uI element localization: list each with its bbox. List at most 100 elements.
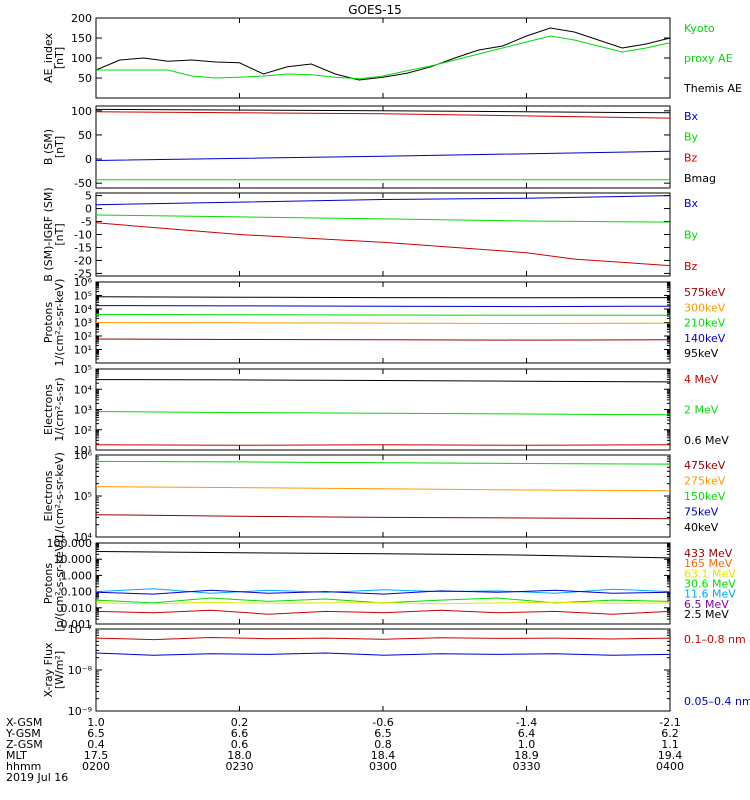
x-row-label: Y-GSM — [5, 727, 41, 740]
x-row-value: 0230 — [226, 760, 254, 773]
y-tick-label: 10⁴ — [74, 303, 93, 316]
x-row-label: MLT — [6, 749, 27, 762]
legend-entry: By — [684, 229, 699, 242]
y-axis-label: Electrons — [42, 384, 55, 435]
x-row-value: -2.1 — [659, 716, 680, 729]
y-tick-label: 0.001 — [61, 618, 93, 631]
x-row-value: 1.0 — [518, 738, 536, 751]
legend-entry: Bmag — [684, 172, 716, 185]
legend-entry: 0.6 MeV — [684, 434, 729, 447]
series-line-red — [95, 609, 671, 615]
y-tick-label: 50 — [78, 72, 92, 85]
legend-entry: 2.5 MeV — [684, 608, 729, 621]
x-row-value: 6.6 — [231, 727, 249, 740]
legend-entry: 150keV — [684, 490, 726, 503]
legend-entry: By — [684, 131, 699, 144]
panel-frame — [95, 454, 671, 538]
y-axis-label: AE_index — [42, 32, 55, 83]
y-tick-label: 10⁴ — [74, 531, 93, 544]
y-tick-label: 0 — [85, 153, 92, 166]
legend-entry: 210keV — [684, 317, 726, 330]
legend-entry: 30.6 MeV — [684, 578, 736, 591]
series-line-150 — [95, 460, 671, 465]
series-line-yellow — [95, 601, 671, 605]
x-row-value: 0.6 — [231, 738, 249, 751]
legend-entry: 300keV — [684, 301, 726, 314]
x-axis-table: X-GSM 1.0 0.2 -0.6 -1.4 -2.1 Y-GSM 6.5 6.6 6.5 6.4… — [5, 716, 684, 784]
x-row-value: 1.0 — [87, 716, 105, 729]
y-axis-label: B (SM) — [42, 129, 55, 165]
legend-entry: 140keV — [684, 332, 726, 345]
y-tick-label: 10⁻⁸ — [68, 664, 93, 677]
x-row-value: 18.9 — [514, 749, 539, 762]
y-tick-label: 10¹ — [74, 344, 92, 357]
legend-entry: 40keV — [684, 521, 719, 534]
y-tick-label: 10³ — [74, 317, 92, 330]
y-tick-label: -25 — [74, 267, 92, 280]
x-row-value: 6.4 — [518, 727, 536, 740]
y-tick-label: 10⁴ — [74, 383, 93, 396]
y-tick-label: 10¹ — [74, 444, 92, 457]
x-row-label: Z-GSM — [6, 738, 43, 751]
legend-entry: 275keV — [684, 475, 726, 488]
x-row-value: 18.4 — [371, 749, 396, 762]
x-row-value: 0.4 — [87, 738, 105, 751]
legend-entry: 165 MeV — [684, 557, 733, 570]
y-tick-label: -20 — [74, 254, 92, 267]
y-axis-label: [nT] — [53, 136, 66, 158]
y-tick-label: 150 — [71, 32, 92, 45]
series-line-bz — [95, 111, 671, 119]
y-tick-label: 100.000 — [47, 537, 93, 550]
y-axis-label: 1/(cm²-s-sr) — [53, 377, 66, 441]
panel-xray: 10⁻⁹ 10⁻⁸ 10⁻⁷ X-ray Flux[W/m²] 0.1–0.8 nm 0.… — [42, 623, 750, 718]
y-tick-label: 0 — [85, 203, 92, 216]
y-axis-label: 1/(cm²-s-sr-keV) — [53, 452, 66, 540]
y-tick-label: 10⁶ — [74, 449, 93, 462]
x-row-value: -0.6 — [372, 716, 393, 729]
y-tick-label: 10⁻⁷ — [68, 623, 92, 636]
x-row-value: 0300 — [369, 760, 397, 773]
series-line-475 — [95, 514, 671, 520]
legend-entry: 433 MeV — [684, 547, 733, 560]
x-row-value: 0.8 — [374, 738, 392, 751]
y-tick-label: -10 — [74, 229, 92, 242]
y-tick-label: 50 — [78, 129, 92, 142]
y-axis-label: Protons — [42, 302, 55, 343]
panel-bigrf: -25-20-15-10-505 B (SM)-IGRF (SM)[nT] Bx By… — [42, 187, 699, 281]
y-tick-label: 10⁵ — [74, 363, 92, 376]
x-row-value: 17.5 — [84, 749, 109, 762]
y-tick-label: 5 — [85, 190, 92, 203]
x-row-label: hhmm — [6, 760, 41, 773]
x-row-value: 1.1 — [661, 738, 679, 751]
legend-entry: 4 MeV — [684, 373, 719, 386]
series-line-by — [95, 214, 671, 223]
panel-frame — [95, 17, 671, 99]
x-row-value: 0330 — [513, 760, 541, 773]
y-tick-label: 10⁶ — [74, 276, 93, 289]
y-tick-label: 200 — [71, 12, 92, 25]
legend-entry: 2 MeV — [684, 404, 719, 417]
y-tick-label: -5 — [81, 216, 92, 229]
y-tick-label: 10⁵ — [74, 490, 92, 503]
y-tick-label: 10.000 — [54, 553, 93, 566]
panel-ae: 50 100 150 200 AE_index[nT] Kyoto proxy AE Them… — [42, 12, 742, 99]
legend-entry: Themis AE — [683, 82, 742, 95]
series-line-575 — [95, 338, 671, 341]
y-axis-label: [p/(cm²-s-sr-keV)] — [53, 535, 66, 632]
series-line-300 — [95, 322, 671, 325]
legend-entry: 95keV — [684, 347, 719, 360]
legend-entry: 6.5 MeV — [684, 598, 729, 611]
series-line-433 — [95, 551, 671, 559]
x-row-value: 6.5 — [87, 727, 105, 740]
panel-frame — [95, 192, 671, 277]
series-line-bmag — [95, 108, 671, 114]
y-axis-label: Electrons — [42, 470, 55, 521]
y-tick-label: 1.000 — [61, 569, 93, 582]
y-tick-label: 10² — [74, 424, 92, 437]
series-line-06 — [95, 379, 671, 383]
series-line-2 — [95, 411, 671, 416]
y-tick-label: 100 — [71, 52, 92, 65]
legend-entry: 575keV — [684, 286, 726, 299]
